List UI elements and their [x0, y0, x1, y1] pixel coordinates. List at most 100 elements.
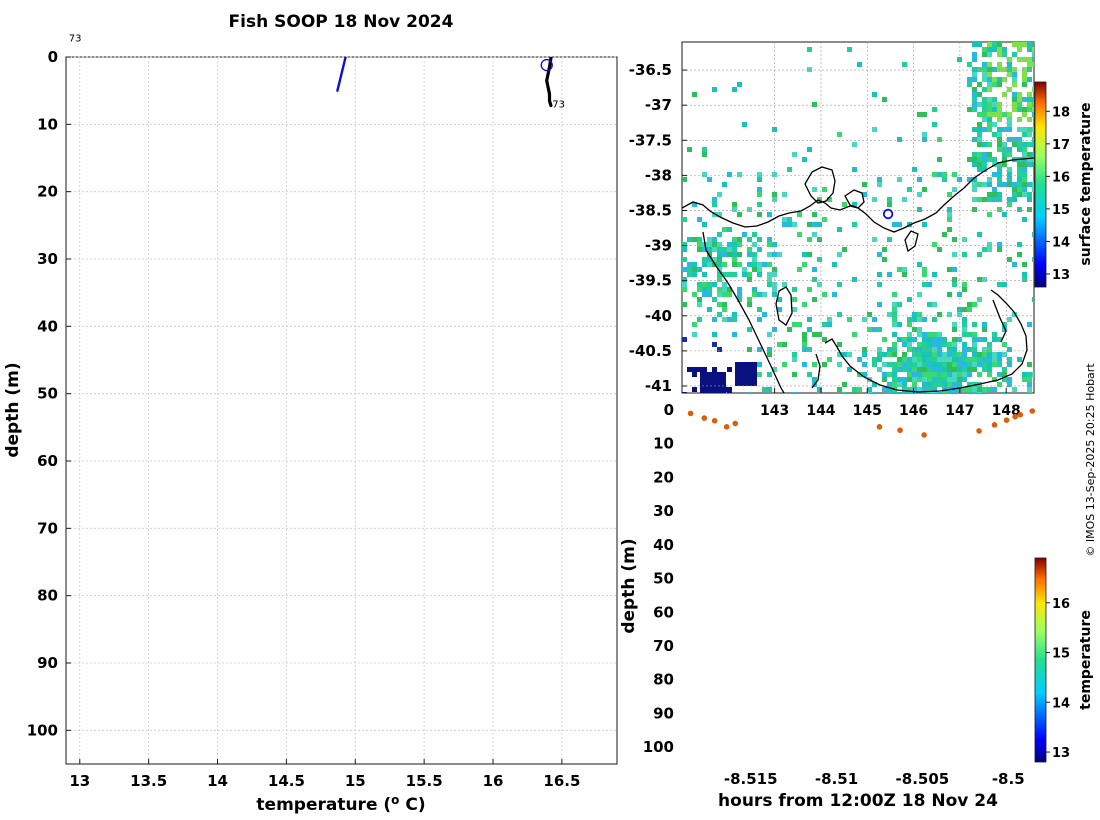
sst-pixel: [952, 337, 957, 342]
sst-pixel: [907, 387, 912, 392]
sst-pixel: [822, 337, 827, 342]
sst-pixel: [1027, 142, 1032, 147]
sst-pixel: [1012, 137, 1017, 142]
sst-pixel: [767, 372, 772, 377]
sst-pixel: [997, 142, 1002, 147]
sst-pixel: [937, 357, 942, 362]
sst-pixel: [912, 387, 917, 392]
sst-pixel: [1017, 102, 1022, 107]
sst-pixel: [982, 167, 987, 172]
sst-pixel: [962, 347, 967, 352]
sst-pixel: [917, 112, 922, 117]
sst-pixel: [822, 217, 827, 222]
sst-pixel: [827, 357, 832, 362]
sst-pixel: [972, 367, 977, 372]
sst-pixel: [922, 137, 927, 142]
sst-pixel: [977, 112, 982, 117]
sst-pixel: [982, 117, 987, 122]
sst-pixel: [872, 357, 877, 362]
sst-pixel: [692, 367, 697, 372]
sst-pixel: [992, 112, 997, 117]
sst-pixel: [722, 302, 727, 307]
sst-pixel: [997, 67, 1002, 72]
sst-pixel: [972, 177, 977, 182]
sst-pixel: [1022, 112, 1027, 117]
sst-pixel: [907, 367, 912, 372]
sst-pixel: [792, 372, 797, 377]
sst-pixel: [937, 382, 942, 387]
sst-pixel: [957, 337, 962, 342]
sst-pixel: [867, 392, 872, 393]
temperature-colorbar-label: temperature: [1078, 610, 1094, 710]
sst-pixel: [717, 277, 722, 282]
sst-pixel: [917, 357, 922, 362]
sst-pixel: [1007, 62, 1012, 67]
sst-pixel: [807, 67, 812, 72]
sst-pixel: [792, 287, 797, 292]
sst-pixel: [717, 247, 722, 252]
sst-pixel: [1017, 117, 1022, 122]
sst-pixel: [1017, 252, 1022, 257]
sst-pixel: [692, 92, 697, 97]
sst-pixel: [847, 367, 852, 372]
sst-pixel: [987, 242, 992, 247]
sst-pixel: [847, 352, 852, 357]
y-tick-label: 40: [37, 317, 58, 335]
sst-pixel: [967, 332, 972, 337]
sst-pixel: [737, 292, 742, 297]
sst-pixel: [932, 172, 937, 177]
sst-pixel: [987, 52, 992, 57]
sst-pixel: [827, 197, 832, 202]
sst-pixel: [922, 387, 927, 392]
sst-pixel: [807, 317, 812, 322]
sst-pixel: [1022, 177, 1027, 182]
sst-pixel: [937, 362, 942, 367]
sst-pixel: [942, 392, 947, 393]
sst-pixel: [777, 252, 782, 257]
time-point: [921, 432, 927, 438]
sst-pixel: [977, 122, 982, 127]
sst-pixel: [977, 197, 982, 202]
sst-pixel: [882, 352, 887, 357]
sst-pixel: [1032, 297, 1034, 302]
sst-pixel: [1007, 112, 1012, 117]
sst-pixel: [832, 262, 837, 267]
sst-pixel: [722, 182, 727, 187]
sst-pixel: [757, 272, 762, 277]
sst-pixel: [712, 87, 717, 92]
lat-tick-label: -38.5: [629, 201, 672, 219]
sst-pixel: [907, 372, 912, 377]
sst-pixel: [747, 272, 752, 277]
sst-pixel: [902, 387, 907, 392]
sst-pixel: [902, 267, 907, 272]
sst-pixel: [1002, 142, 1007, 147]
sst-pixel: [987, 197, 992, 202]
sst-pixel: [877, 182, 882, 187]
sst-pixel: [927, 387, 932, 392]
sst-pixel: [1002, 182, 1007, 187]
sst-pixel: [932, 332, 937, 337]
sst-pixel: [987, 152, 992, 157]
sst-pixel: [692, 372, 697, 377]
sst-pixel: [912, 167, 917, 172]
sst-pixel: [957, 357, 962, 362]
sst-pixel: [992, 362, 997, 367]
sst-pixel: [922, 372, 927, 377]
sst-pixel: [702, 247, 707, 252]
time-series-points: [687, 408, 1036, 438]
sst-pixel: [1022, 377, 1027, 382]
sst-pixel: [997, 177, 1002, 182]
sst-pixel: [757, 212, 762, 217]
sst-pixel: [692, 272, 697, 277]
sst-pixel: [747, 327, 752, 332]
sst-pixel: [912, 327, 917, 332]
x-tick-label: 15: [345, 772, 366, 790]
sst-pixel: [942, 177, 947, 182]
sst-pixel: [742, 232, 747, 237]
sst-pixel: [962, 317, 967, 322]
sst-pixel: [1012, 82, 1017, 87]
sst-pixel: [942, 367, 947, 372]
sst-pixel: [787, 217, 792, 222]
sst-pixel: [817, 387, 822, 392]
sst-pixel: [682, 302, 687, 307]
